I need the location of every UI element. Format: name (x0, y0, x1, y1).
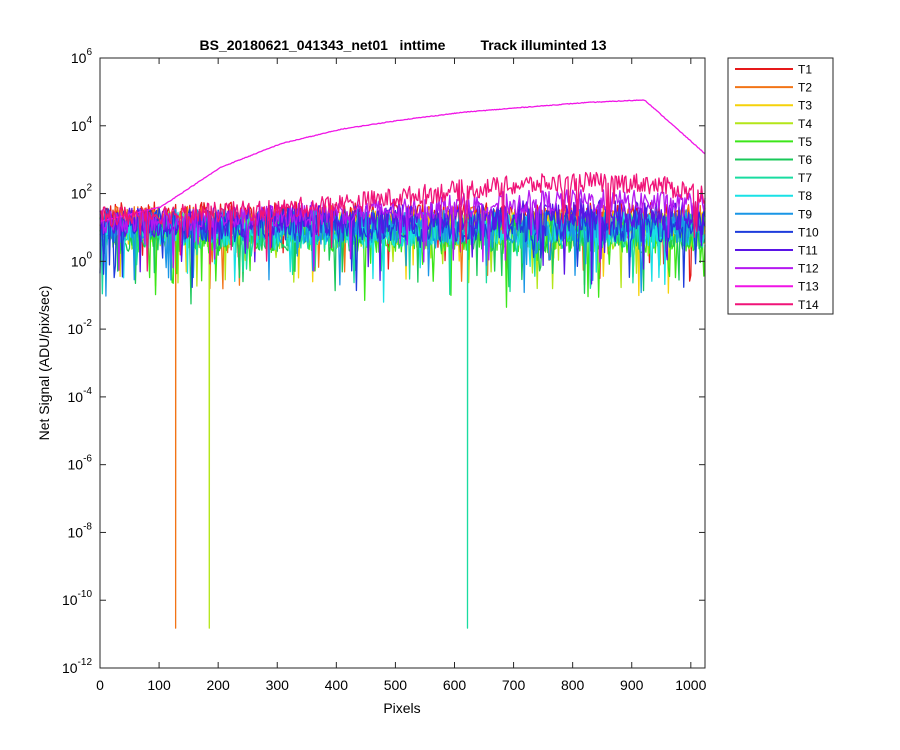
y-tick-base: 10 (71, 186, 87, 202)
x-tick-label: 300 (266, 677, 290, 693)
y-tick-base: 10 (68, 389, 84, 405)
y-tick-label: 102 (71, 183, 93, 202)
y-tick-label: 104 (71, 115, 93, 134)
x-tick-label: 400 (325, 677, 349, 693)
y-tick-exponent: -2 (83, 318, 92, 329)
x-tick-label: 200 (206, 677, 230, 693)
y-tick-exponent: -6 (83, 454, 92, 465)
legend-label: T10 (798, 225, 819, 239)
legend-label: T14 (798, 298, 819, 312)
legend-label: T9 (798, 207, 812, 221)
legend-label: T7 (798, 171, 812, 185)
legend-label: T1 (798, 63, 812, 77)
x-axis-label: Pixels (383, 700, 420, 716)
legend-label: T6 (798, 153, 812, 167)
y-axis-label: Net Signal (ADU/pix/sec) (36, 286, 52, 441)
x-tick-label: 800 (561, 677, 585, 693)
legend-label: T4 (798, 117, 812, 131)
series-line-t14 (99, 171, 706, 272)
y-tick-label: 10-12 (62, 657, 92, 676)
y-tick-label: 10-2 (68, 318, 93, 337)
y-tick-exponent: 6 (86, 47, 92, 58)
y-tick-label: 10-4 (68, 386, 93, 405)
x-tick-label: 700 (502, 677, 526, 693)
y-tick-exponent: 4 (86, 115, 92, 126)
legend-label: T13 (798, 280, 819, 294)
x-tick-label: 1000 (675, 677, 706, 693)
y-tick-exponent: -4 (83, 386, 92, 397)
x-tick-label: 500 (384, 677, 408, 693)
y-tick-label: 10-8 (68, 521, 93, 540)
y-tick-label: 10-10 (62, 589, 92, 608)
y-tick-base: 10 (68, 524, 84, 540)
legend: T1 T2 T3 T4 T5 T6 T7 T8 T9 T10 T11 T12 T13 T14 (727, 57, 834, 315)
y-tick-exponent: 2 (86, 183, 92, 194)
legend-label: T3 (798, 99, 812, 113)
y-tick-base: 10 (71, 253, 87, 269)
x-tick-label: 0 (96, 677, 104, 693)
series-line-t13 (99, 99, 706, 222)
y-tick-base: 10 (71, 50, 87, 66)
y-tick-exponent: -10 (78, 589, 93, 600)
y-tick-base: 10 (68, 321, 84, 337)
legend-label: T11 (798, 244, 818, 258)
y-tick-exponent: -8 (83, 521, 92, 532)
y-tick-base: 10 (62, 592, 78, 608)
y-tick-base: 10 (71, 118, 87, 134)
series-line-t12 (99, 189, 706, 272)
x-tick-label: 100 (147, 677, 171, 693)
x-tick-label: 900 (620, 677, 644, 693)
y-tick-base: 10 (62, 660, 78, 676)
legend-label: T5 (798, 135, 812, 149)
legend-label: T12 (798, 262, 819, 276)
chart-title: BS_20180621_041343_net01 inttime Track i… (200, 37, 607, 53)
legend-label: T8 (798, 189, 812, 203)
legend-box (727, 57, 834, 315)
y-tick-label: 10-6 (68, 454, 93, 473)
plot-area (100, 58, 705, 668)
plot-border (99, 57, 706, 669)
y-tick-exponent: -12 (78, 657, 93, 668)
y-tick-label: 106 (71, 47, 93, 66)
x-tick-label: 600 (443, 677, 467, 693)
y-tick-base: 10 (68, 457, 84, 473)
series-layer (99, 99, 706, 629)
legend-label: T2 (798, 81, 812, 95)
y-tick-exponent: 0 (86, 250, 92, 261)
y-tick-label: 100 (71, 250, 93, 269)
x-axis: 0 100 200 300 400 500 600 700 800 900 1000 (96, 58, 707, 693)
